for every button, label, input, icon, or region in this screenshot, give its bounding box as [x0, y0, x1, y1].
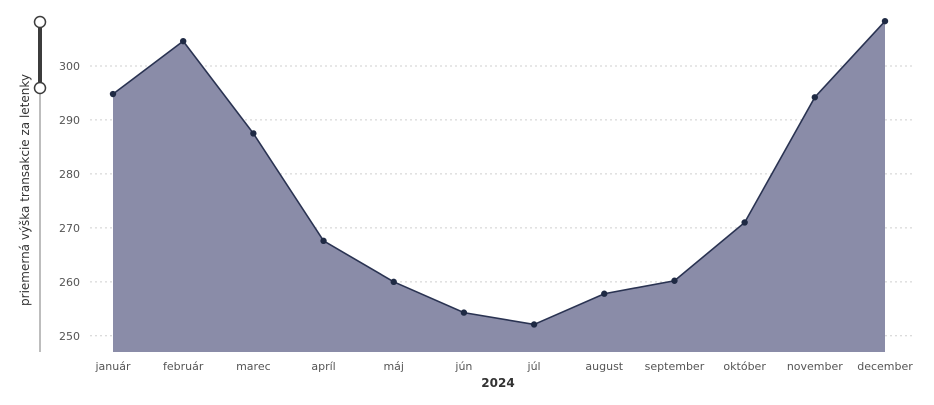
area-layer — [112, 20, 886, 353]
data-point[interactable] — [530, 321, 538, 328]
data-point[interactable] — [250, 130, 257, 137]
data-point[interactable] — [320, 237, 327, 245]
x-tick-label: júl — [527, 360, 541, 373]
x-tick-label: apríl — [311, 360, 335, 373]
x-axis-title: 2024 — [481, 376, 514, 390]
y-tick-label: 260 — [59, 276, 80, 289]
x-tick-label: október — [723, 360, 766, 373]
markers — [109, 17, 889, 328]
data-point[interactable] — [109, 90, 117, 98]
area-fill — [113, 21, 885, 353]
x-tick-label: december — [857, 360, 913, 373]
data-point[interactable] — [741, 219, 748, 226]
data-point[interactable] — [671, 277, 678, 284]
data-point[interactable] — [179, 37, 187, 45]
slider-top-handle[interactable] — [33, 15, 47, 29]
y-tick-label: 270 — [59, 222, 80, 235]
y-range-slider[interactable] — [33, 15, 47, 353]
data-point[interactable] — [390, 278, 397, 286]
series-line — [112, 20, 886, 326]
data-point[interactable] — [881, 17, 889, 25]
y-tick-label: 250 — [59, 330, 80, 343]
y-axis-title: priemerná výška transakcie za letenky — [18, 74, 32, 306]
data-point[interactable] — [811, 94, 819, 101]
x-tick-label: november — [787, 360, 843, 373]
x-tick-label: marec — [236, 360, 271, 373]
x-tick-label: jún — [454, 360, 472, 373]
x-tick-label: máj — [383, 360, 404, 373]
y-tick-label: 300 — [59, 60, 80, 73]
x-tick-label: február — [163, 360, 204, 373]
slider-bottom-handle[interactable] — [33, 81, 47, 95]
data-point[interactable] — [460, 309, 468, 316]
y-axis-ticks: 250 260 270 280 290 300 — [59, 60, 80, 343]
x-tick-label: august — [585, 360, 623, 373]
y-tick-label: 280 — [59, 168, 80, 181]
x-tick-label: január — [94, 360, 130, 373]
data-point[interactable] — [601, 290, 608, 297]
y-tick-label: 290 — [59, 114, 80, 127]
x-axis-ticks: január február marec apríl máj jún júl august se… — [94, 360, 913, 373]
x-tick-label: september — [645, 360, 705, 373]
